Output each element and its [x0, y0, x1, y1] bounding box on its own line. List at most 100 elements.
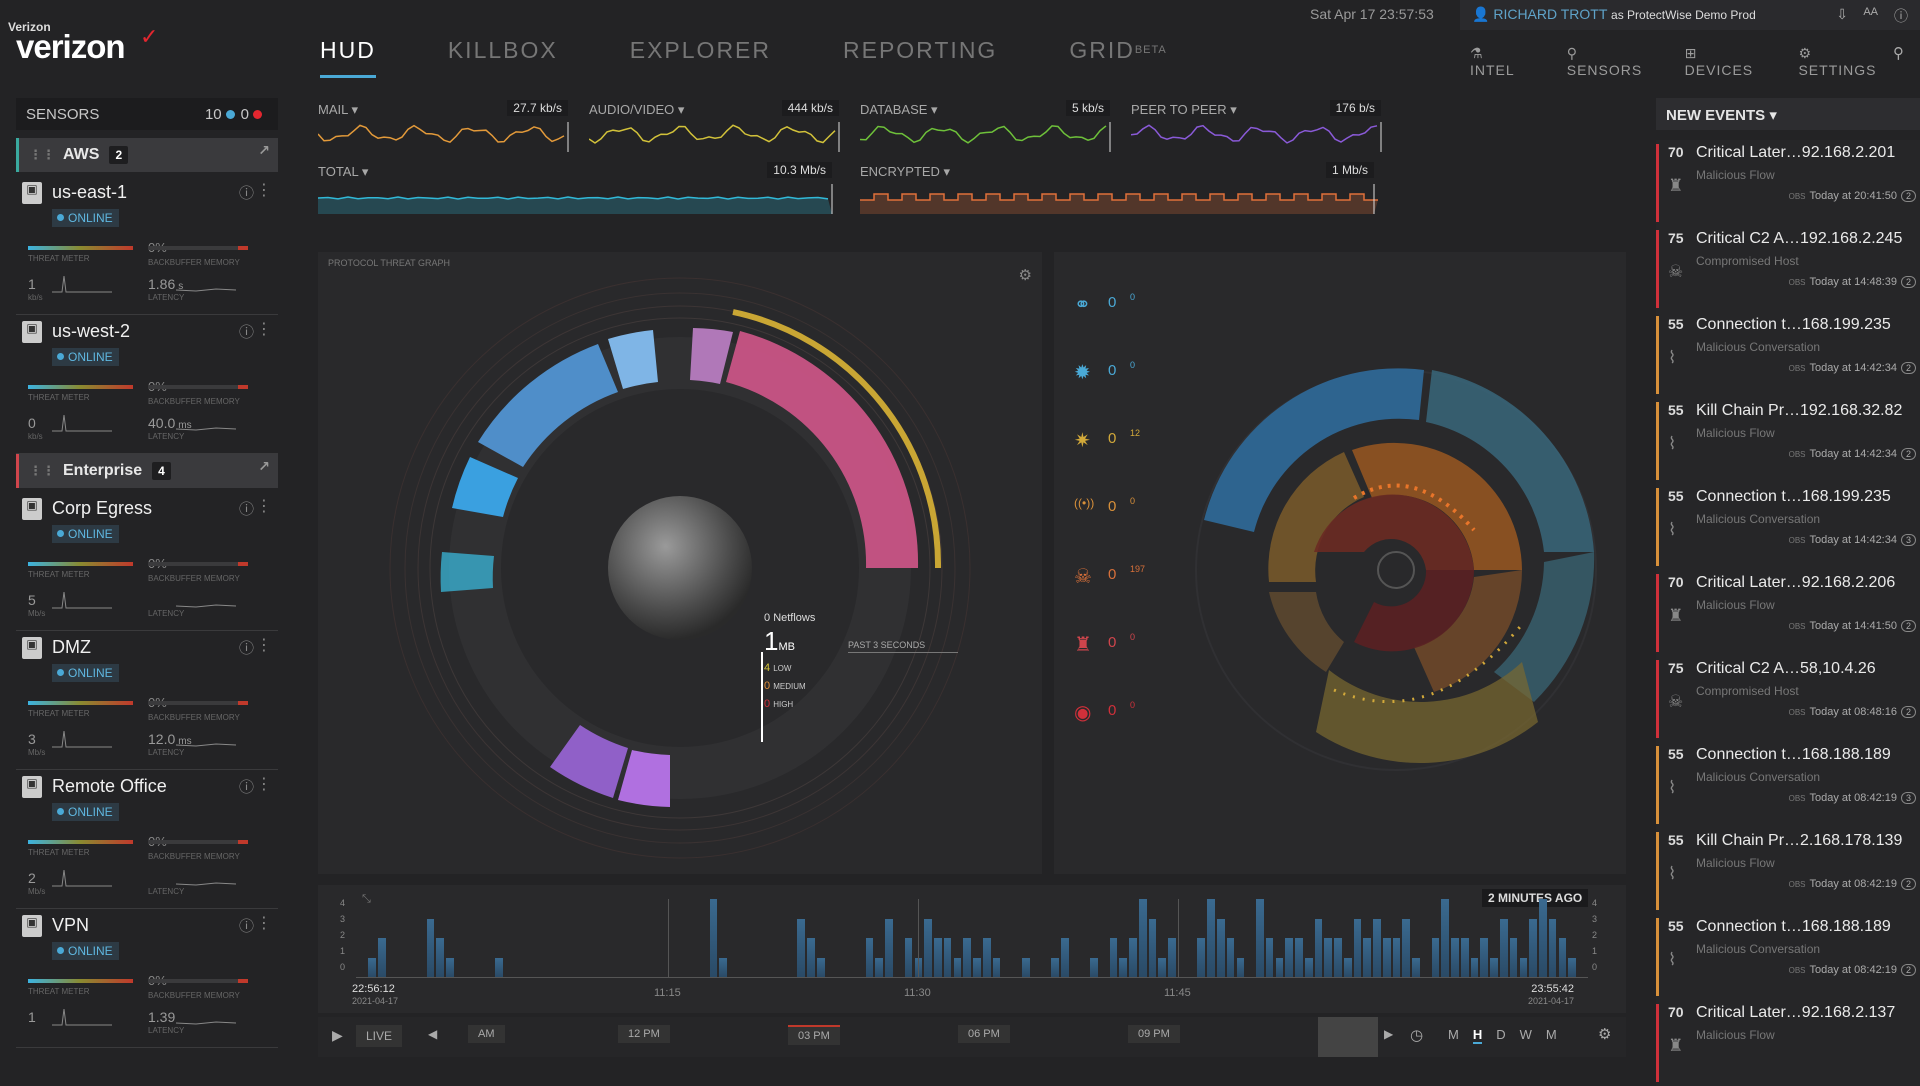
search-icon[interactable]: ⚲	[1893, 45, 1904, 62]
traffic-chart[interactable]: ENCRYPTED ▾ 1 Mb/s	[860, 158, 1382, 214]
range-option[interactable]: H	[1472, 1027, 1483, 1044]
event-item[interactable]: 70 Critical Later…92.168.2.206 Malicious F…	[1656, 570, 1920, 656]
subnav-sensors[interactable]: ⚲ SENSORS	[1567, 45, 1665, 78]
range-option[interactable]: D	[1496, 1027, 1506, 1042]
killchain-segment[interactable]	[1414, 570, 1523, 692]
tab-hud[interactable]: HUD	[320, 30, 376, 78]
killchain-segment[interactable]	[1354, 570, 1474, 652]
gear-icon[interactable]: ⚙	[1018, 267, 1032, 284]
event-item[interactable]: 55 Connection t…168.199.235 Malicious Conv…	[1656, 484, 1920, 570]
subnav-settings[interactable]: ⚙ SETTINGS	[1798, 45, 1900, 78]
hour-marker[interactable]: 03 PM	[788, 1025, 840, 1045]
traffic-chart[interactable]: DATABASE ▾ 5 kb/s	[860, 96, 1118, 152]
killchain-segment[interactable]	[1316, 662, 1538, 764]
bomb-icon[interactable]: ✹	[1074, 362, 1091, 384]
help-icon[interactable]: ⓘ	[1894, 8, 1908, 24]
play-icon[interactable]: ▶	[332, 1027, 343, 1043]
traffic-chart[interactable]: PEER TO PEER ▾ 176 b/s	[1131, 96, 1389, 152]
event-item[interactable]: 55 Connection t…168.188.189 Malicious Conv…	[1656, 914, 1920, 1000]
subnav-intel[interactable]: ⚗ INTEL	[1470, 45, 1547, 78]
ptg-segment[interactable]	[618, 750, 670, 807]
grip-icon[interactable]: ⋮⋮	[29, 147, 55, 162]
kebab-icon[interactable]: ⋮	[256, 498, 272, 515]
tab-explorer[interactable]: EXPLORER	[630, 30, 771, 78]
killchain-segment[interactable]	[1314, 494, 1474, 570]
traffic-chart[interactable]: TOTAL ▾ 10.3 Mb/s	[318, 158, 840, 214]
timeline-chart[interactable]: 2 MINUTES AGO 4 3 2 1 0 4 3 2 1 0 ⤡ 22:56:12 2021…	[318, 885, 1626, 1013]
prev-icon[interactable]: ◀	[428, 1027, 438, 1041]
mask-icon[interactable]: ◉	[1074, 702, 1092, 724]
traffic-label[interactable]: DATABASE ▾	[860, 102, 938, 117]
expand-icon[interactable]: ⤡	[362, 893, 371, 905]
ptg-wheel[interactable]	[318, 252, 1042, 874]
traffic-label[interactable]: TOTAL ▾	[318, 164, 369, 179]
ptg-segment[interactable]	[478, 344, 618, 467]
killchain-wheel[interactable]	[1054, 252, 1626, 874]
burst-icon[interactable]: ✷	[1074, 430, 1091, 452]
ptg-segment[interactable]	[726, 331, 919, 568]
clock-icon[interactable]: ◷	[1410, 1027, 1424, 1044]
expand-arrow-icon[interactable]: ↗	[258, 458, 270, 474]
hour-marker[interactable]: 12 PM	[618, 1025, 670, 1043]
skull-icon[interactable]: ☠	[1074, 566, 1092, 588]
tab-killbox[interactable]: KILLBOX	[448, 30, 558, 78]
range-option[interactable]: M	[1545, 1027, 1557, 1042]
scrubber-handle[interactable]	[1318, 1017, 1378, 1057]
info-icon[interactable]: ⓘ	[238, 185, 254, 202]
traffic-label[interactable]: MAIL ▾	[318, 102, 358, 117]
killchain-segment[interactable]	[1204, 368, 1424, 532]
event-item[interactable]: 75 Critical C2 A…192.168.2.245 Compromised…	[1656, 226, 1920, 312]
info-icon[interactable]: ⓘ	[238, 779, 254, 796]
next-icon[interactable]: ▶	[1384, 1027, 1394, 1041]
traffic-chart[interactable]: MAIL ▾ 27.7 kb/s	[318, 96, 576, 152]
brand-logo[interactable]: Verizon verizon ✓	[0, 0, 160, 75]
broadcast-icon[interactable]: ((•))	[1074, 496, 1095, 510]
hour-marker[interactable]: 09 PM	[1128, 1025, 1180, 1043]
subnav-devices[interactable]: ⊞ DEVICES	[1685, 45, 1779, 78]
kebab-icon[interactable]: ⋮	[256, 637, 272, 654]
timeline-end[interactable]: 23:55:42 2021-04-17	[1528, 983, 1575, 1006]
sensor-group[interactable]: ⋮⋮ AWS 2 ↗	[16, 138, 278, 172]
info-icon[interactable]: ⓘ	[238, 501, 254, 518]
ptg-segment[interactable]	[608, 330, 658, 389]
live-button[interactable]: LIVE	[356, 1025, 403, 1047]
kebab-icon[interactable]: ⋮	[256, 915, 272, 932]
traffic-label[interactable]: PEER TO PEER ▾	[1131, 102, 1237, 117]
kebab-icon[interactable]: ⋮	[256, 321, 272, 338]
ptg-segment[interactable]	[550, 725, 628, 798]
settings-icon[interactable]: ⚙	[1598, 1026, 1612, 1043]
timeline-start[interactable]: 22:56:12 2021-04-17	[352, 983, 399, 1006]
grip-icon[interactable]: ⋮⋮	[29, 463, 55, 478]
killchain-segment[interactable]	[1269, 592, 1344, 672]
font-size-icon[interactable]: AA	[1863, 6, 1878, 18]
event-item[interactable]: 70 Critical Later…92.168.2.201 Malicious F…	[1656, 140, 1920, 226]
traffic-chart[interactable]: AUDIO/VIDEO ▾ 444 kb/s	[589, 96, 847, 152]
hour-marker[interactable]: 06 PM	[958, 1025, 1010, 1043]
ptg-segment[interactable]	[452, 457, 518, 517]
killchain-segment[interactable]	[1352, 442, 1522, 570]
info-icon[interactable]: ⓘ	[238, 640, 254, 657]
sensor-group[interactable]: ⋮⋮ Enterprise 4 ↗	[16, 454, 278, 488]
download-icon[interactable]: ⇩	[1836, 6, 1848, 22]
range-option[interactable]: M	[1448, 1027, 1459, 1042]
traffic-label[interactable]: ENCRYPTED ▾	[860, 164, 951, 179]
killchain-segment[interactable]	[1268, 452, 1364, 582]
user-menu[interactable]: 👤 RICHARD TROTT as ProtectWise Demo Prod…	[1460, 0, 1920, 30]
castle-icon[interactable]: ♜	[1074, 634, 1092, 656]
event-item[interactable]: 55 Connection t…168.199.235 Malicious Conv…	[1656, 312, 1920, 398]
binoculars-icon[interactable]: ⚭	[1074, 294, 1091, 316]
event-item[interactable]: 55 Kill Chain Pr…2.168.178.139 Malicious F…	[1656, 828, 1920, 914]
event-item[interactable]: 70 Critical Later…92.168.2.137 Malicious F…	[1656, 1000, 1920, 1086]
event-item[interactable]: 75 Critical C2 A…58,10.4.26 Compromised Ho…	[1656, 656, 1920, 742]
event-item[interactable]: 55 Connection t…168.188.189 Malicious Conv…	[1656, 742, 1920, 828]
ptg-segment[interactable]	[440, 552, 494, 592]
tab-grid[interactable]: GRIDBETA	[1069, 30, 1166, 78]
kebab-icon[interactable]: ⋮	[256, 776, 272, 793]
killchain-segment[interactable]	[1494, 552, 1595, 702]
